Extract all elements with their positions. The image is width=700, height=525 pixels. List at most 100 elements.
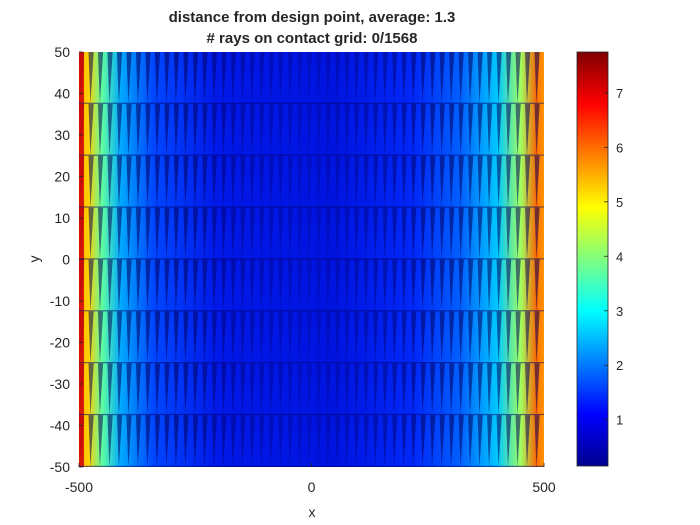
y-tick-label: -10	[50, 293, 70, 309]
band-tooth	[506, 415, 512, 467]
band-tooth	[344, 207, 350, 260]
band-tooth	[458, 415, 464, 467]
band-tooth	[325, 52, 331, 104]
band-tooth	[192, 415, 199, 467]
band-tooth	[496, 363, 502, 416]
x-tick-label: 0	[308, 479, 316, 495]
band-tooth	[287, 207, 293, 260]
band-tooth	[249, 103, 256, 156]
band-tooth	[278, 311, 284, 364]
band-tooth	[221, 311, 227, 364]
band-tooth	[297, 259, 303, 312]
band-tooth	[145, 415, 151, 467]
band-tooth	[259, 155, 265, 208]
band-tooth	[126, 311, 132, 364]
band-tooth	[249, 415, 256, 467]
band-tooth	[268, 103, 275, 156]
band-tooth	[487, 207, 493, 260]
band-tooth	[392, 363, 398, 416]
band-tooth	[382, 311, 388, 364]
colorbar-tick-label: 5	[616, 195, 623, 210]
band-tooth	[192, 207, 199, 260]
band-tooth	[335, 52, 341, 104]
band-tooth	[154, 103, 161, 156]
band-tooth	[268, 52, 275, 104]
band-tooth	[221, 207, 227, 260]
band-tooth	[192, 103, 199, 156]
band-tooth	[363, 155, 369, 208]
band-tooth	[354, 155, 360, 208]
band-tooth	[259, 207, 265, 260]
band-tooth	[363, 259, 369, 312]
band-edge-right	[540, 103, 544, 156]
band-tooth	[335, 259, 341, 312]
band-tooth	[202, 103, 208, 156]
band-tooth	[525, 259, 531, 312]
colorbar-tick-label: 3	[616, 304, 623, 319]
heatmap-band	[79, 363, 544, 416]
band-tooth	[297, 155, 303, 208]
band-tooth	[335, 311, 341, 364]
band-tooth	[116, 103, 123, 156]
x-axis: -500 0 500	[65, 463, 556, 495]
band-tooth	[325, 363, 331, 416]
band-tooth	[496, 259, 502, 312]
band-tooth	[525, 103, 531, 156]
band-tooth	[116, 311, 123, 364]
band-tooth	[154, 415, 161, 467]
band-tooth	[430, 415, 436, 467]
band-tooth	[439, 155, 445, 208]
band-tooth	[306, 52, 312, 104]
band-edge-left	[79, 52, 84, 104]
band-tooth	[107, 415, 113, 467]
band-tooth	[344, 52, 350, 104]
band-tooth	[145, 155, 151, 208]
plot-area	[79, 52, 544, 467]
band-tooth	[107, 207, 113, 260]
band-tooth	[401, 207, 407, 260]
band-tooth	[411, 207, 417, 260]
band-tooth	[154, 311, 161, 364]
band-tooth	[316, 259, 322, 312]
band-tooth	[430, 155, 436, 208]
band-tooth	[325, 259, 331, 312]
band-tooth	[468, 311, 474, 364]
band-tooth	[202, 155, 208, 208]
band-tooth	[173, 207, 180, 260]
band-tooth	[173, 259, 180, 312]
band-tooth	[401, 155, 407, 208]
band-tooth	[126, 363, 132, 416]
band-tooth	[88, 415, 94, 467]
band-tooth	[392, 311, 398, 364]
band-tooth	[468, 363, 474, 416]
band-tooth	[287, 363, 293, 416]
band-tooth	[211, 52, 218, 104]
band-tooth	[202, 415, 208, 467]
band-tooth	[363, 415, 369, 467]
band-tooth	[373, 415, 379, 467]
band-tooth	[439, 311, 445, 364]
band-tooth	[534, 311, 540, 364]
band-tooth	[477, 52, 483, 104]
band-tooth	[515, 52, 521, 104]
band-tooth	[439, 363, 445, 416]
band-tooth	[192, 259, 199, 312]
band-tooth	[458, 207, 464, 260]
band-tooth	[344, 363, 350, 416]
y-tick-label: -20	[50, 335, 70, 351]
band-tooth	[249, 155, 256, 208]
band-tooth	[487, 103, 493, 156]
band-tooth	[354, 207, 360, 260]
heatmap-band	[79, 155, 544, 208]
colorbar-ticks: 1 2 3 4 5 6 7	[604, 86, 623, 428]
band-tooth	[135, 415, 142, 467]
band-tooth	[449, 363, 455, 416]
band-tooth	[173, 103, 180, 156]
band-tooth	[221, 415, 227, 467]
band-tooth	[430, 103, 436, 156]
band-tooth	[240, 207, 246, 260]
band-tooth	[487, 415, 493, 467]
band-tooth	[154, 363, 161, 416]
band-tooth	[287, 259, 293, 312]
band-tooth	[344, 155, 350, 208]
